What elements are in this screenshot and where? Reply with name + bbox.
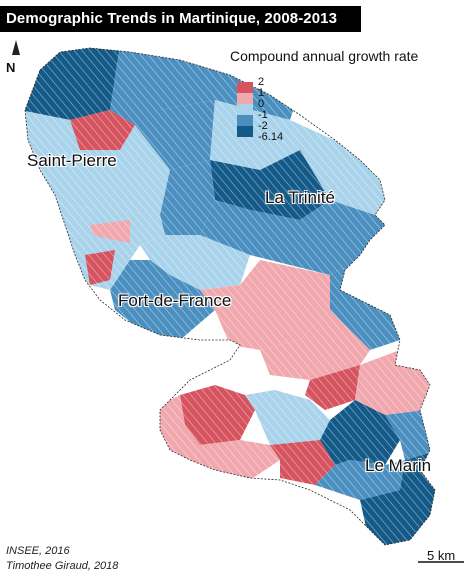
legend-title: Compound annual growth rate	[230, 48, 419, 64]
legend-break-label: 2	[258, 76, 265, 88]
legend-break-label: -2	[258, 120, 268, 132]
source-line-2: Timothee Giraud, 2018	[6, 560, 119, 572]
title-bar	[0, 6, 361, 32]
source-line-1: INSEE, 2016	[6, 545, 70, 557]
legend-swatch	[237, 104, 253, 115]
city-label-le-marin: Le Marin	[365, 456, 432, 475]
north-label: N	[6, 60, 16, 75]
legend-break-label: 0	[258, 98, 265, 110]
north-arrow-icon	[12, 40, 20, 55]
legend-break-label: -1	[258, 109, 268, 121]
city-label-fort-de-france: Fort-de-France	[118, 291, 232, 310]
scale-label: 5 km	[427, 548, 456, 563]
legend-swatch	[237, 93, 253, 104]
legend-swatch	[237, 115, 253, 126]
city-label-saint-pierre: Saint-Pierre	[27, 151, 117, 170]
city-label-la-trinite: La Trinité	[265, 188, 335, 207]
legend-swatch	[237, 82, 253, 93]
legend-break-label: -6.14	[258, 131, 284, 143]
legend-break-label: 1	[258, 87, 265, 99]
legend-swatches	[237, 82, 253, 137]
legend-swatch	[237, 126, 253, 137]
map-title: Demographic Trends in Martinique, 2008-2…	[6, 10, 338, 27]
